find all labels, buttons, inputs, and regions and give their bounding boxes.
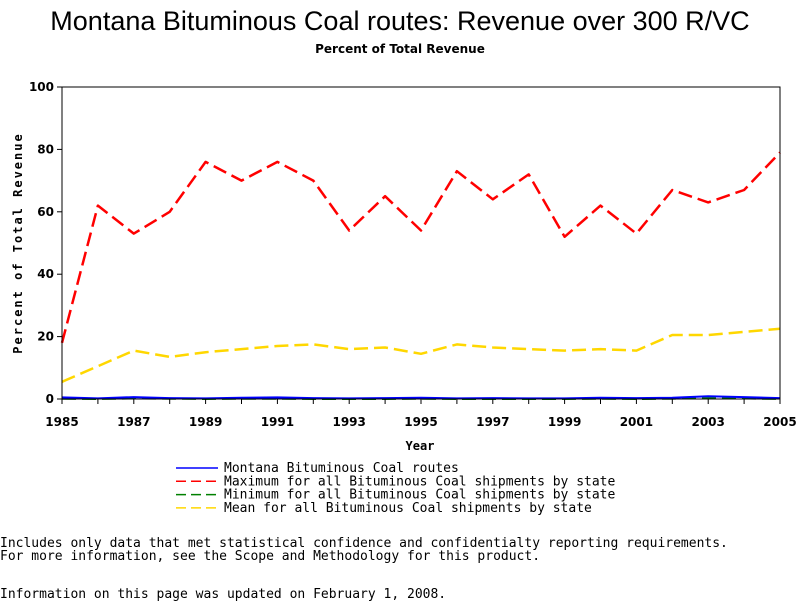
legend-label: Montana Bituminous Coal routes xyxy=(224,461,459,476)
y-axis-title: Percent of Total Revenue xyxy=(11,132,25,353)
x-axis-title: Year xyxy=(406,439,435,453)
x-tick-label: 2005 xyxy=(763,415,796,429)
y-axis: 0 20 40 60 80 100 xyxy=(29,80,62,406)
legend-label: Minimum for all Bituminous Coal shipment… xyxy=(224,488,616,503)
updated-note: Information on this page was updated on … xyxy=(0,587,447,602)
y-tick-label: 60 xyxy=(37,205,54,219)
x-tick-label: 1993 xyxy=(332,415,365,429)
series-line-0 xyxy=(61,395,781,400)
y-tick-label: 0 xyxy=(46,392,54,406)
x-tick-label: 1995 xyxy=(404,415,437,429)
methodology-note: For more information, see the Scope and … xyxy=(0,549,541,564)
legend-label: Mean for all Bituminous Coal shipments b… xyxy=(224,501,592,516)
x-tick-label: 1985 xyxy=(45,415,78,429)
series-line-3 xyxy=(61,327,781,383)
x-tick-label: 1991 xyxy=(261,415,294,429)
x-tick-label: 2001 xyxy=(620,415,653,429)
y-tick-label: 80 xyxy=(37,142,54,156)
series-line-1 xyxy=(60,151,781,344)
chart-subtitle: Percent of Total Revenue xyxy=(315,42,485,56)
legend-label: Maximum for all Bituminous Coal shipment… xyxy=(224,474,616,489)
y-tick-label: 40 xyxy=(37,267,54,281)
x-tick-label: 1997 xyxy=(476,415,509,429)
x-tick-label: 2003 xyxy=(691,415,724,429)
x-tick-label: 1999 xyxy=(548,415,581,429)
x-tick-label: 1987 xyxy=(117,415,150,429)
chart-title: Montana Bituminous Coal routes: Revenue … xyxy=(50,6,750,36)
plot-frame xyxy=(61,86,781,400)
y-tick-label: 20 xyxy=(37,330,54,344)
x-tick-label: 1989 xyxy=(189,415,222,429)
x-axis: 1985 1987 1989 1991 1993 1995 1997 1999 2001 2003… xyxy=(45,399,797,429)
plot-lines xyxy=(60,151,781,400)
y-tick-label: 100 xyxy=(29,80,54,94)
confidence-note: Includes only data that met statistical … xyxy=(0,536,728,551)
